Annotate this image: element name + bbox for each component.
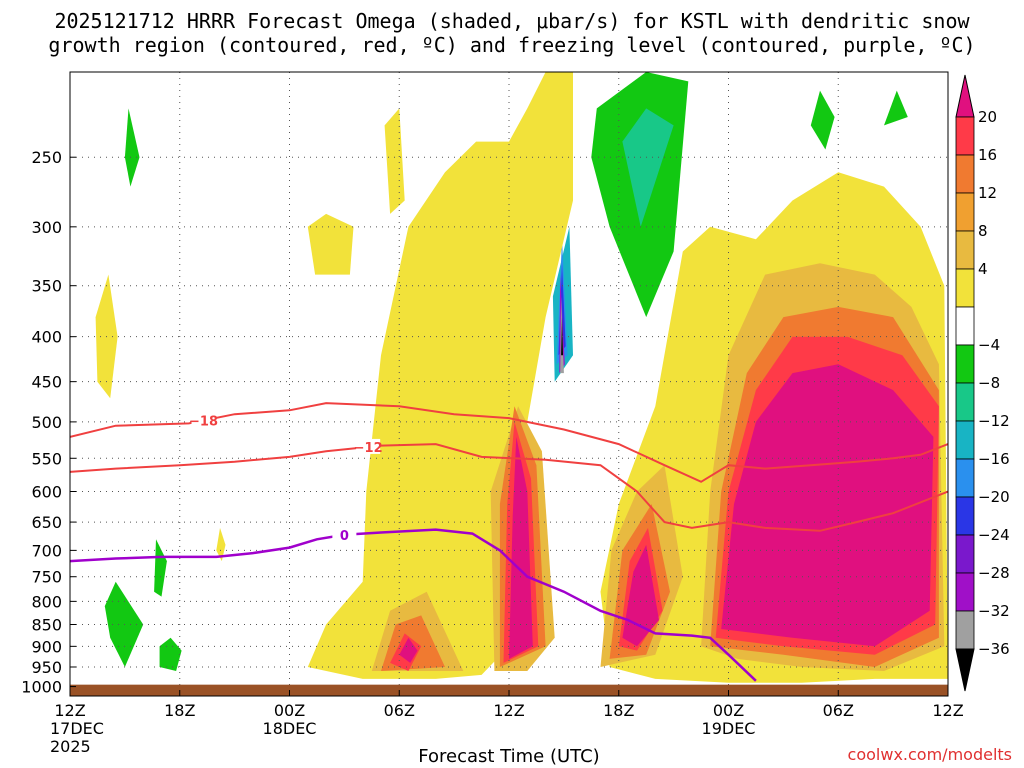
colorbar-label: 8	[978, 222, 988, 240]
x-tick-label: 12Z	[932, 701, 963, 720]
y-tick-label: 450	[31, 373, 62, 392]
plot-area: −18 −12 0	[70, 72, 948, 696]
y-tick-label: 550	[31, 449, 62, 468]
omega-region	[307, 213, 354, 275]
colorbar-bin	[955, 534, 975, 574]
y-tick-label: 1000	[21, 678, 62, 697]
contour-label: −18	[189, 414, 218, 429]
colorbar-label: −36	[978, 640, 1010, 658]
omega-region	[622, 108, 674, 227]
omega-region	[399, 637, 418, 663]
y-tick-label: 700	[31, 541, 62, 560]
y-tick-label: 800	[31, 592, 62, 611]
y-tick-label: 600	[31, 483, 62, 502]
colorbar-label: 16	[978, 146, 997, 164]
omega-region	[124, 108, 140, 187]
dendritic-contour	[70, 443, 948, 532]
omega-region	[884, 90, 908, 126]
colorbar-label: −4	[978, 336, 1000, 354]
y-tick-label: 650	[31, 513, 62, 532]
contour-label: −12	[354, 441, 383, 456]
omega-region	[509, 436, 533, 659]
omega-region	[216, 527, 226, 562]
colorbar-bin	[955, 420, 975, 460]
colorbar-label: 4	[978, 260, 988, 278]
colorbar-label: −16	[978, 450, 1010, 468]
colorbar-bin	[955, 572, 975, 612]
colorbar-label: −28	[978, 564, 1010, 582]
omega-region	[384, 108, 405, 214]
contour-label-background	[356, 438, 381, 454]
colorbar-bin	[955, 230, 975, 270]
colorbar-bin	[955, 344, 975, 384]
x-tick-label: 18Z	[603, 701, 634, 720]
dendritic-contour	[70, 402, 948, 483]
omega-region	[721, 364, 934, 647]
colorbar-label: −8	[978, 374, 1000, 392]
x-tick-label: 2025	[50, 737, 91, 756]
x-tick-label: 06Z	[823, 701, 854, 720]
colorbar-label: −24	[978, 526, 1010, 544]
chart-title-line-1: 2025121712 HRRR Forecast Omega (shaded, …	[54, 9, 970, 33]
credit-text: coolwx.com/modelts	[848, 745, 1012, 764]
x-axis-title: Forecast Time (UTC)	[418, 746, 599, 767]
x-tick-label: 00Z	[713, 701, 744, 720]
x-tick-label: 12Z	[493, 701, 524, 720]
colorbar-bin	[955, 306, 975, 346]
colorbar-label: −12	[978, 412, 1010, 430]
y-tick-label: 500	[31, 413, 62, 432]
colorbar-bin	[955, 382, 975, 422]
colorbar-bottom-triangle	[955, 648, 975, 692]
x-tick-label: 19DEC	[702, 719, 756, 738]
y-tick-label: 350	[31, 277, 62, 296]
y-tick-label: 900	[31, 637, 62, 656]
omega-region	[159, 637, 182, 671]
colorbar-bin	[955, 268, 975, 308]
x-tick-label: 18DEC	[263, 719, 317, 738]
chart-title-line-2: growth region (contoured, red, ºC) and f…	[48, 33, 975, 57]
colorbar: 20 16 12 8 4 −4 −8 −12 −16 −20 −24 −28 −32 −36	[955, 74, 1010, 692]
x-tick-label: 17DEC	[50, 719, 104, 738]
colorbar-bin	[955, 496, 975, 536]
y-tick-label: 950	[31, 658, 62, 677]
omega-region	[810, 90, 835, 150]
x-tick-label: 12Z	[54, 701, 85, 720]
contour-label: 0	[340, 529, 349, 544]
y-tick-label: 750	[31, 568, 62, 587]
contour-layer: −18 −12 0	[70, 402, 948, 682]
colorbar-label: −20	[978, 488, 1010, 506]
colorbar-bin	[955, 458, 975, 498]
colorbar-bin	[955, 116, 975, 156]
colorbar-bin	[955, 154, 975, 194]
freezing-level-contour	[70, 528, 757, 682]
y-tick-label: 250	[31, 148, 62, 167]
x-tick-label: 18Z	[164, 701, 195, 720]
colorbar-label: −32	[978, 602, 1010, 620]
colorbar-label: 20	[978, 108, 997, 126]
omega-shading-layer	[95, 72, 948, 683]
omega-region	[154, 539, 167, 597]
pressure-axis: 250 300 350 400 450 500 550 600 650 700 750 800 850 9…	[21, 148, 76, 697]
colorbar-bin	[955, 610, 975, 650]
contour-label-background	[191, 412, 216, 428]
y-tick-label: 850	[31, 616, 62, 635]
colorbar-top-triangle	[955, 74, 975, 118]
x-tick-label: 00Z	[274, 701, 305, 720]
colorbar-label: 12	[978, 184, 997, 202]
y-tick-label: 400	[31, 328, 62, 347]
colorbar-bin	[955, 192, 975, 232]
y-tick-label: 300	[31, 218, 62, 237]
contour-label-background	[332, 526, 357, 542]
x-tick-label: 06Z	[384, 701, 415, 720]
